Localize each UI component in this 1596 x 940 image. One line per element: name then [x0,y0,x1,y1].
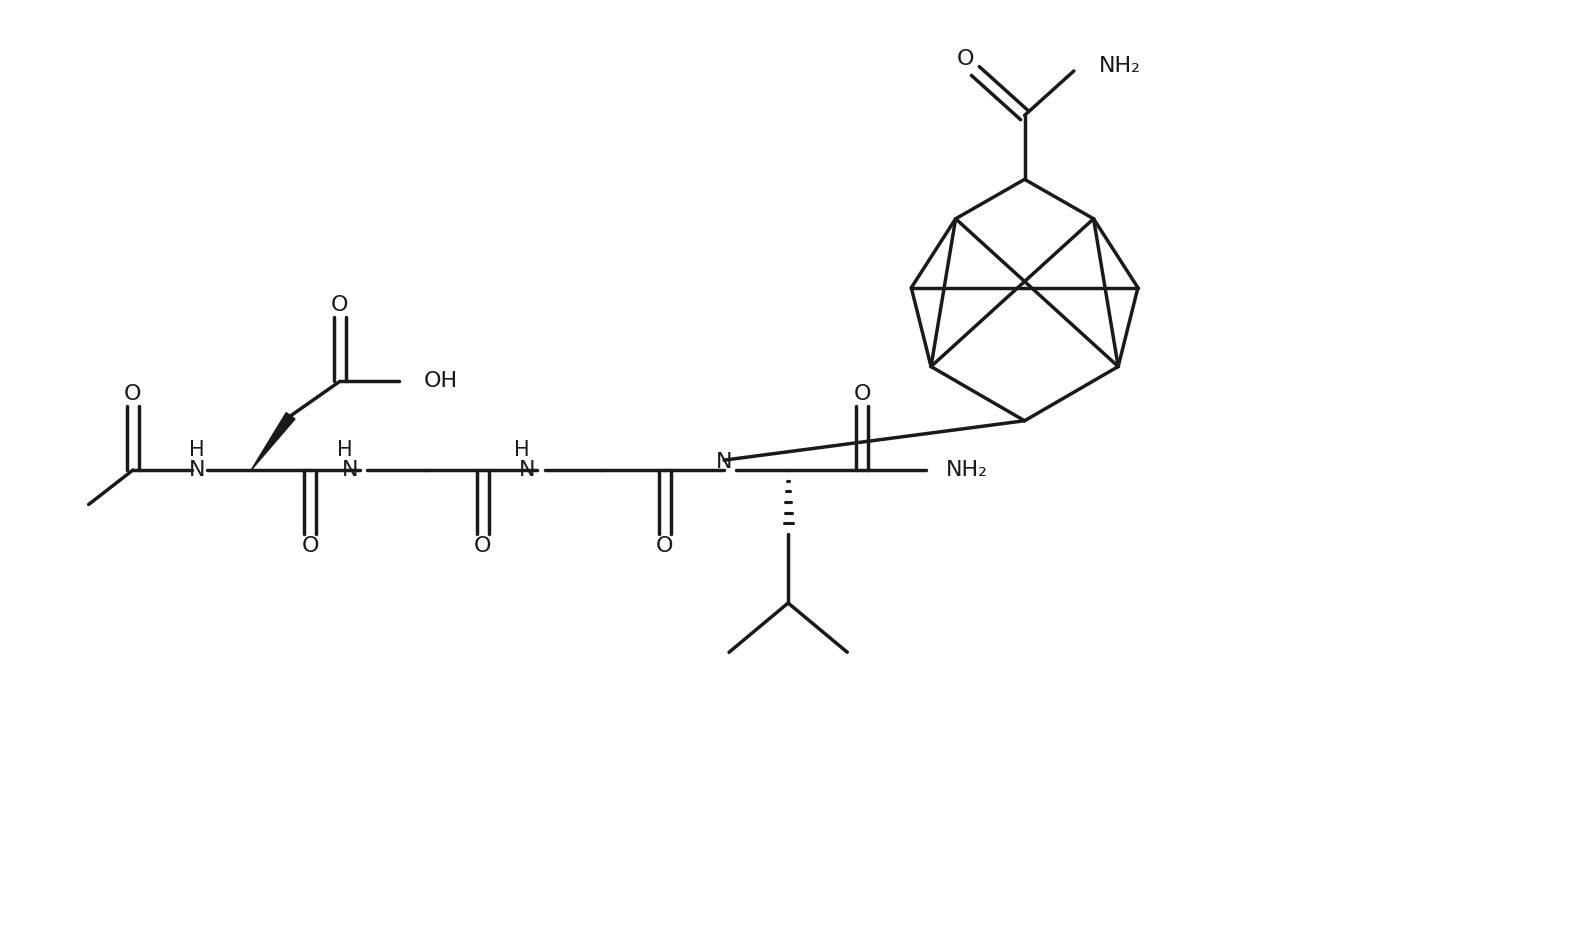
Text: H: H [514,440,530,461]
Text: N: N [342,460,358,480]
Text: N: N [519,460,535,480]
Text: NH₂: NH₂ [946,460,988,480]
Text: O: O [956,49,974,70]
Text: N: N [188,460,206,480]
Polygon shape [251,413,295,470]
Text: O: O [302,536,319,556]
Text: N: N [717,452,733,472]
Text: NH₂: NH₂ [1098,56,1141,76]
Text: H: H [190,440,204,461]
Text: O: O [124,384,142,404]
Text: H: H [337,440,353,461]
Text: OH: OH [423,371,458,391]
Text: O: O [854,384,871,404]
Text: O: O [330,295,348,316]
Text: O: O [474,536,492,556]
Text: O: O [656,536,674,556]
